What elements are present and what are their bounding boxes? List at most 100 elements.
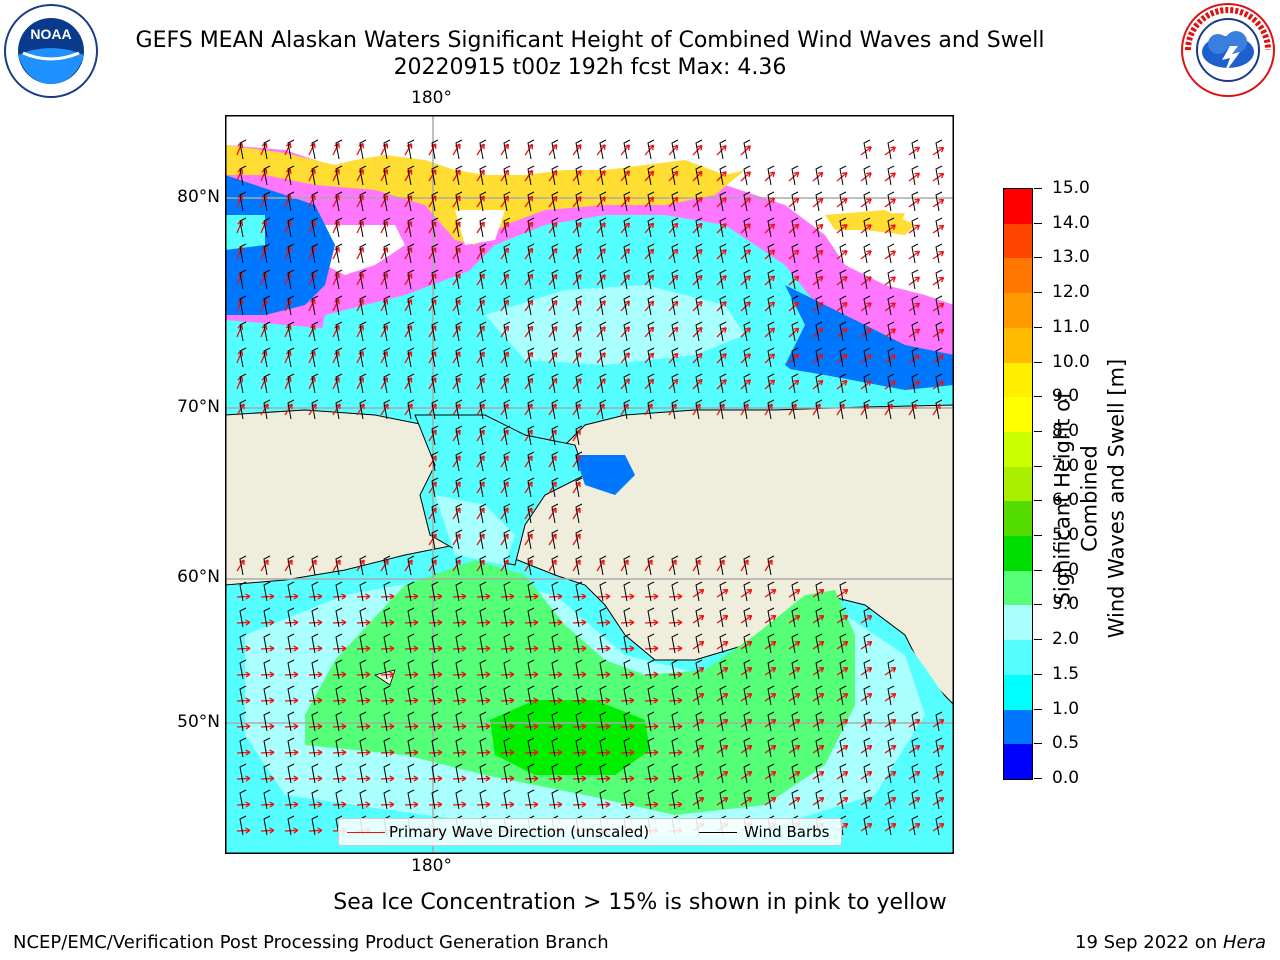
wind-barb — [479, 165, 487, 186]
wind-barb — [239, 191, 247, 212]
wind-barb — [431, 659, 439, 680]
wind-barb — [671, 295, 679, 316]
wind-barb — [287, 191, 295, 212]
wave-direction-arrowhead — [365, 671, 371, 678]
wave-direction-arrowhead — [245, 827, 251, 834]
wind-barb — [239, 685, 247, 706]
wave-direction-arrowhead — [721, 353, 727, 359]
wave-direction-arrowhead — [914, 745, 921, 751]
wind-barb — [575, 477, 583, 498]
wave-direction-arrow — [692, 641, 705, 650]
wind-barb — [503, 711, 511, 732]
wind-barb — [503, 477, 511, 498]
wind-barb — [479, 711, 487, 732]
wind-barb — [575, 503, 583, 524]
wind-barb — [359, 269, 367, 290]
wave-direction-arrow — [356, 647, 371, 650]
wave-direction-arrow — [668, 595, 683, 598]
wave-direction-arrow — [860, 797, 873, 806]
wave-direction-arrow — [260, 376, 267, 390]
wave-direction-arrow — [524, 647, 539, 650]
colorbar-tick-mark — [1034, 673, 1042, 675]
wave-direction-arrowhead — [914, 198, 921, 205]
wind-barb — [719, 321, 727, 342]
wind-barb — [287, 321, 295, 342]
wave-direction-arrow — [836, 693, 849, 702]
wave-direction-arrowhead — [794, 771, 801, 777]
wave-direction-arrow — [476, 169, 485, 182]
wind-barb — [383, 659, 391, 680]
wave-direction-arrow — [380, 647, 395, 650]
wind-barb — [791, 295, 799, 316]
wind-barb — [311, 633, 319, 654]
wave-direction-arrowhead — [769, 171, 776, 178]
wind-barb — [887, 191, 895, 212]
wind-barb — [503, 399, 511, 420]
wave-direction-arrowhead — [461, 593, 467, 600]
map-border — [225, 115, 954, 854]
wave-direction-arrowhead — [557, 801, 563, 808]
wave-direction-arrow — [284, 829, 299, 832]
wind-barb — [311, 399, 319, 420]
wind-barb — [479, 425, 487, 446]
wave-direction-arrowhead — [624, 222, 630, 229]
wind-barb — [599, 607, 607, 628]
wind-barb — [335, 165, 343, 186]
wave-direction-arrowhead — [842, 797, 849, 803]
wave-direction-arrowhead — [382, 377, 389, 383]
wind-barb — [431, 607, 439, 628]
wave-direction-arrow — [692, 693, 705, 702]
wave-direction-arrowhead — [389, 645, 395, 652]
colorbar-tick-mark — [1034, 257, 1042, 259]
wind-barb — [503, 737, 511, 758]
wave-direction-arrow — [788, 719, 801, 728]
wave-direction-arrowhead — [629, 645, 635, 652]
wave-direction-arrow — [284, 246, 291, 260]
wind-barb — [479, 269, 487, 290]
wave-direction-arrowhead — [890, 198, 896, 204]
wave-direction-arrowhead — [389, 801, 395, 808]
wave-direction-arrow — [884, 172, 896, 182]
wave-direction-arrowhead — [842, 771, 849, 777]
wind-barb — [431, 295, 439, 316]
wave-direction-arrowhead — [581, 697, 587, 704]
wind-barb — [479, 321, 487, 342]
wave-direction-arrowhead — [293, 671, 299, 678]
wind-barb — [527, 737, 535, 758]
wave-direction-arrow — [500, 559, 509, 572]
wind-barb — [575, 191, 583, 212]
wind-barb — [359, 139, 367, 160]
wave-direction-arrowhead — [866, 198, 872, 204]
wave-direction-arrowhead — [914, 146, 921, 153]
colorbar-segment — [1004, 570, 1032, 606]
wind-barb — [335, 581, 343, 602]
wind-barb — [791, 243, 799, 264]
wave-direction-arrowhead — [406, 169, 413, 175]
wind-barb — [551, 191, 559, 212]
wave-direction-arrow — [548, 647, 563, 650]
wind-barb — [815, 243, 823, 264]
wave-direction-arrowhead — [581, 749, 587, 756]
wave-direction-arrow — [428, 429, 437, 442]
wave-direction-arrow — [284, 647, 299, 650]
map-panel — [225, 115, 954, 854]
wave-direction-arrow — [404, 195, 413, 208]
colorbar-segment — [1004, 743, 1032, 779]
wave-direction-arrow — [788, 771, 801, 780]
wind-barb — [815, 165, 823, 186]
wind-barb — [503, 191, 511, 212]
wind-barb — [671, 139, 679, 160]
wave-direction-arrowhead — [745, 327, 751, 333]
wave-direction-arrow — [572, 403, 581, 416]
footer-date: 19 Sep 2022 on Hera — [1075, 932, 1266, 953]
wave-direction-arrow — [716, 797, 729, 806]
wind-barb — [239, 217, 247, 238]
wave-direction-arrowhead — [793, 301, 800, 308]
wave-direction-arrowhead — [341, 775, 347, 782]
wind-barb — [839, 321, 847, 342]
wind-barb — [335, 217, 343, 238]
wind-barb — [839, 243, 847, 264]
wind-barb — [863, 711, 871, 732]
wind-barb — [647, 685, 655, 706]
wind-barb — [647, 139, 655, 160]
